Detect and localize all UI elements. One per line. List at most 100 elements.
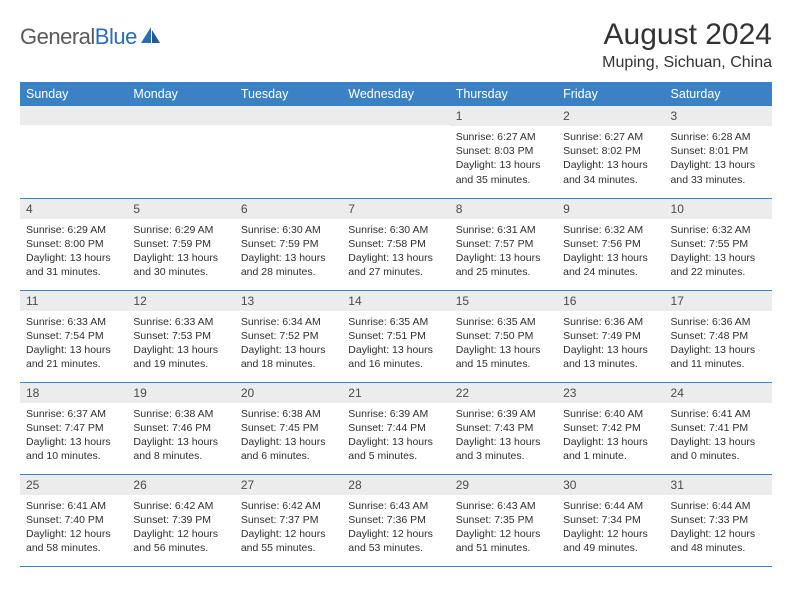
sunrise-text: Sunrise: 6:39 AM <box>456 407 551 421</box>
brand-blue: Blue <box>95 24 137 49</box>
daylight-text: Daylight: 13 hours and 34 minutes. <box>563 158 658 186</box>
sunset-text: Sunset: 8:00 PM <box>26 237 121 251</box>
day-details: Sunrise: 6:36 AMSunset: 7:49 PMDaylight:… <box>557 311 664 374</box>
day-details: Sunrise: 6:27 AMSunset: 8:02 PMDaylight:… <box>557 126 664 189</box>
daylight-text: Daylight: 13 hours and 13 minutes. <box>563 343 658 371</box>
daylight-text: Daylight: 13 hours and 22 minutes. <box>671 251 766 279</box>
brand-logo: GeneralBlue <box>20 18 163 50</box>
calendar-day-cell: 23Sunrise: 6:40 AMSunset: 7:42 PMDayligh… <box>557 382 664 474</box>
calendar-day-cell: 17Sunrise: 6:36 AMSunset: 7:48 PMDayligh… <box>665 290 772 382</box>
calendar-day-cell: 11Sunrise: 6:33 AMSunset: 7:54 PMDayligh… <box>20 290 127 382</box>
sunset-text: Sunset: 7:58 PM <box>348 237 443 251</box>
calendar-day-cell: 25Sunrise: 6:41 AMSunset: 7:40 PMDayligh… <box>20 474 127 566</box>
calendar-day-cell: 19Sunrise: 6:38 AMSunset: 7:46 PMDayligh… <box>127 382 234 474</box>
sunset-text: Sunset: 7:49 PM <box>563 329 658 343</box>
sunrise-text: Sunrise: 6:29 AM <box>133 223 228 237</box>
calendar-day-cell: 12Sunrise: 6:33 AMSunset: 7:53 PMDayligh… <box>127 290 234 382</box>
calendar-day-cell: 18Sunrise: 6:37 AMSunset: 7:47 PMDayligh… <box>20 382 127 474</box>
location-subtitle: Muping, Sichuan, China <box>602 54 772 72</box>
sunrise-text: Sunrise: 6:39 AM <box>348 407 443 421</box>
day-details: Sunrise: 6:44 AMSunset: 7:34 PMDaylight:… <box>557 495 664 558</box>
daylight-text: Daylight: 13 hours and 35 minutes. <box>456 158 551 186</box>
day-of-week-header: Friday <box>557 82 664 106</box>
day-details: Sunrise: 6:31 AMSunset: 7:57 PMDaylight:… <box>450 219 557 282</box>
sunset-text: Sunset: 7:57 PM <box>456 237 551 251</box>
day-details: Sunrise: 6:40 AMSunset: 7:42 PMDaylight:… <box>557 403 664 466</box>
sunset-text: Sunset: 7:53 PM <box>133 329 228 343</box>
sunrise-text: Sunrise: 6:33 AM <box>26 315 121 329</box>
calendar-week-row: 1Sunrise: 6:27 AMSunset: 8:03 PMDaylight… <box>20 106 772 198</box>
sail-icon <box>139 25 163 50</box>
day-number: 31 <box>665 475 772 495</box>
sunrise-text: Sunrise: 6:42 AM <box>133 499 228 513</box>
day-number: 28 <box>342 475 449 495</box>
sunset-text: Sunset: 8:01 PM <box>671 144 766 158</box>
calendar-body: 1Sunrise: 6:27 AMSunset: 8:03 PMDaylight… <box>20 106 772 566</box>
day-of-week-header: Wednesday <box>342 82 449 106</box>
calendar-head: SundayMondayTuesdayWednesdayThursdayFrid… <box>20 82 772 106</box>
calendar-page: GeneralBlue August 2024 Muping, Sichuan,… <box>0 0 792 567</box>
day-details: Sunrise: 6:35 AMSunset: 7:51 PMDaylight:… <box>342 311 449 374</box>
day-of-week-header: Thursday <box>450 82 557 106</box>
calendar-week-row: 18Sunrise: 6:37 AMSunset: 7:47 PMDayligh… <box>20 382 772 474</box>
sunset-text: Sunset: 7:41 PM <box>671 421 766 435</box>
sunrise-text: Sunrise: 6:27 AM <box>563 130 658 144</box>
day-number: 11 <box>20 291 127 311</box>
sunrise-text: Sunrise: 6:41 AM <box>26 499 121 513</box>
daylight-text: Daylight: 12 hours and 56 minutes. <box>133 527 228 555</box>
calendar-day-cell: 6Sunrise: 6:30 AMSunset: 7:59 PMDaylight… <box>235 198 342 290</box>
sunset-text: Sunset: 8:03 PM <box>456 144 551 158</box>
day-number: 10 <box>665 199 772 219</box>
calendar-day-cell: 27Sunrise: 6:42 AMSunset: 7:37 PMDayligh… <box>235 474 342 566</box>
calendar-day-cell: 20Sunrise: 6:38 AMSunset: 7:45 PMDayligh… <box>235 382 342 474</box>
day-number: 18 <box>20 383 127 403</box>
calendar-day-cell: 7Sunrise: 6:30 AMSunset: 7:58 PMDaylight… <box>342 198 449 290</box>
calendar-day-cell: 31Sunrise: 6:44 AMSunset: 7:33 PMDayligh… <box>665 474 772 566</box>
sunrise-text: Sunrise: 6:37 AM <box>26 407 121 421</box>
calendar-day-cell <box>127 106 234 198</box>
daylight-text: Daylight: 13 hours and 11 minutes. <box>671 343 766 371</box>
calendar-day-cell: 2Sunrise: 6:27 AMSunset: 8:02 PMDaylight… <box>557 106 664 198</box>
day-number: 2 <box>557 106 664 126</box>
sunrise-text: Sunrise: 6:44 AM <box>563 499 658 513</box>
daylight-text: Daylight: 13 hours and 16 minutes. <box>348 343 443 371</box>
day-number: 21 <box>342 383 449 403</box>
sunrise-text: Sunrise: 6:42 AM <box>241 499 336 513</box>
day-details: Sunrise: 6:36 AMSunset: 7:48 PMDaylight:… <box>665 311 772 374</box>
day-number: 23 <box>557 383 664 403</box>
sunset-text: Sunset: 7:46 PM <box>133 421 228 435</box>
calendar-week-row: 4Sunrise: 6:29 AMSunset: 8:00 PMDaylight… <box>20 198 772 290</box>
day-details: Sunrise: 6:28 AMSunset: 8:01 PMDaylight:… <box>665 126 772 189</box>
day-number: 14 <box>342 291 449 311</box>
sunrise-text: Sunrise: 6:41 AM <box>671 407 766 421</box>
daylight-text: Daylight: 12 hours and 51 minutes. <box>456 527 551 555</box>
day-details: Sunrise: 6:42 AMSunset: 7:37 PMDaylight:… <box>235 495 342 558</box>
sunset-text: Sunset: 7:34 PM <box>563 513 658 527</box>
calendar-day-cell: 24Sunrise: 6:41 AMSunset: 7:41 PMDayligh… <box>665 382 772 474</box>
day-number: 3 <box>665 106 772 126</box>
day-details: Sunrise: 6:29 AMSunset: 7:59 PMDaylight:… <box>127 219 234 282</box>
brand-text: GeneralBlue <box>20 24 137 50</box>
sunset-text: Sunset: 7:50 PM <box>456 329 551 343</box>
daylight-text: Daylight: 13 hours and 10 minutes. <box>26 435 121 463</box>
day-number: 16 <box>557 291 664 311</box>
title-block: August 2024 Muping, Sichuan, China <box>602 18 772 72</box>
daylight-text: Daylight: 13 hours and 27 minutes. <box>348 251 443 279</box>
day-details: Sunrise: 6:33 AMSunset: 7:53 PMDaylight:… <box>127 311 234 374</box>
sunset-text: Sunset: 7:33 PM <box>671 513 766 527</box>
day-details: Sunrise: 6:38 AMSunset: 7:46 PMDaylight:… <box>127 403 234 466</box>
day-number: 5 <box>127 199 234 219</box>
calendar-day-cell: 1Sunrise: 6:27 AMSunset: 8:03 PMDaylight… <box>450 106 557 198</box>
calendar-week-row: 25Sunrise: 6:41 AMSunset: 7:40 PMDayligh… <box>20 474 772 566</box>
day-of-week-header: Saturday <box>665 82 772 106</box>
day-details: Sunrise: 6:34 AMSunset: 7:52 PMDaylight:… <box>235 311 342 374</box>
sunset-text: Sunset: 7:51 PM <box>348 329 443 343</box>
daylight-text: Daylight: 13 hours and 31 minutes. <box>26 251 121 279</box>
day-number: 8 <box>450 199 557 219</box>
daylight-text: Daylight: 12 hours and 53 minutes. <box>348 527 443 555</box>
daylight-text: Daylight: 13 hours and 33 minutes. <box>671 158 766 186</box>
daylight-text: Daylight: 13 hours and 28 minutes. <box>241 251 336 279</box>
calendar-day-cell: 9Sunrise: 6:32 AMSunset: 7:56 PMDaylight… <box>557 198 664 290</box>
daylight-text: Daylight: 12 hours and 49 minutes. <box>563 527 658 555</box>
day-number: 7 <box>342 199 449 219</box>
